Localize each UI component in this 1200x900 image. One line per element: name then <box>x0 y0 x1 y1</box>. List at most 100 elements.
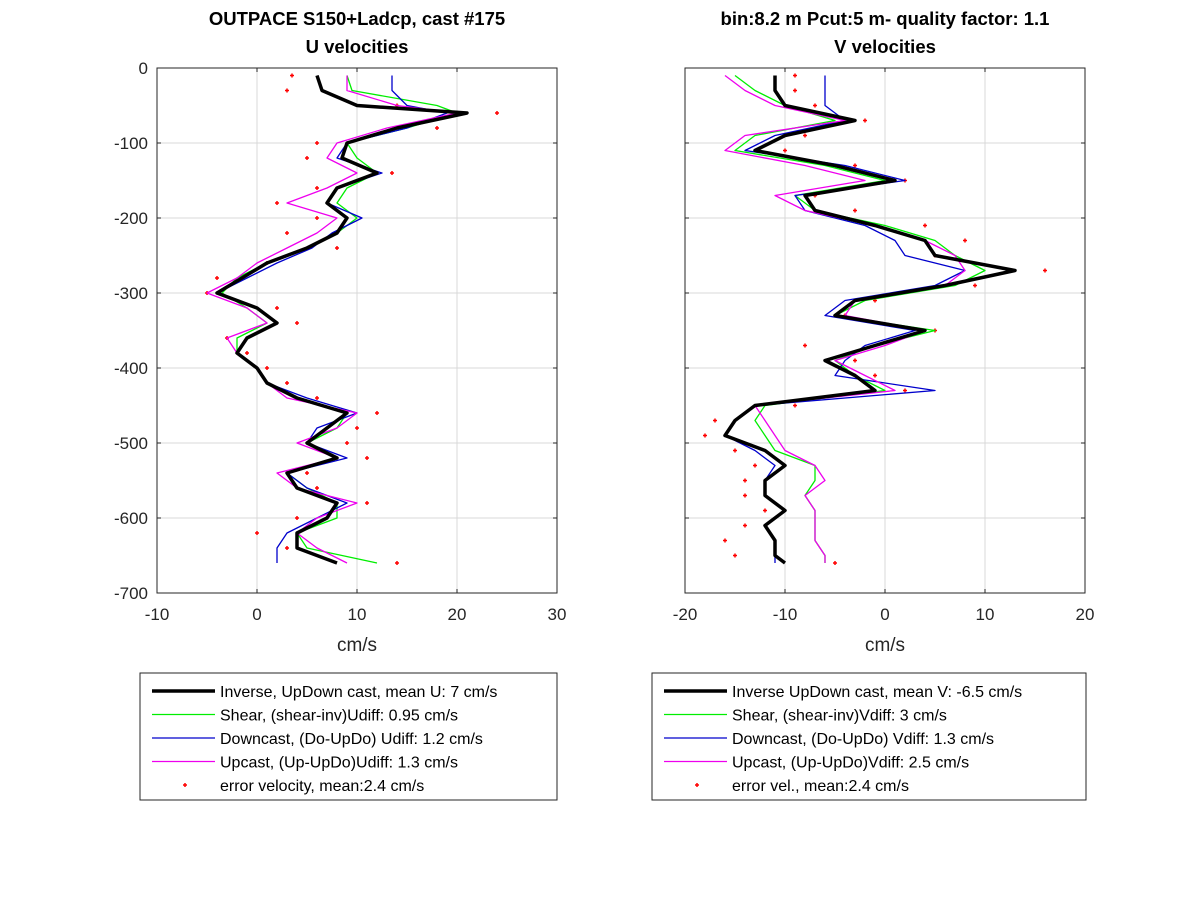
v-error-marker <box>793 88 797 93</box>
u-panel-title: OUTPACE S150+Ladcp, cast #175 <box>209 8 505 29</box>
v-error-marker <box>813 103 817 108</box>
v-error-marker <box>873 373 877 378</box>
v-legend-label: Inverse UpDown cast, mean V: -6.5 cm/s <box>732 684 1022 701</box>
u-error-marker <box>375 411 379 415</box>
v-x-tick-label: -10 <box>773 605 798 624</box>
u-y-tick-label: -300 <box>114 284 148 303</box>
u-legend-label: error velocity, mean:2.4 cm/s <box>220 778 424 795</box>
v-error-marker <box>743 493 747 498</box>
v-plot-area <box>703 73 1047 565</box>
u-error-marker <box>285 88 289 93</box>
u-error-marker <box>355 426 359 430</box>
u-y-tick-label: -600 <box>114 509 148 528</box>
v-error-marker <box>853 358 857 363</box>
u-x-tick-label: 0 <box>252 605 261 624</box>
v-x-tick-label: 0 <box>880 605 889 624</box>
u-error-marker <box>395 561 399 565</box>
u-error-marker <box>315 216 319 220</box>
u-error-marker <box>495 111 499 115</box>
u-error-marker <box>315 186 319 190</box>
v-legend-label: error vel., mean:2.4 cm/s <box>732 778 909 795</box>
u-y-tick-label: -100 <box>114 134 148 153</box>
v-error-marker <box>793 403 797 408</box>
u-error-marker <box>435 126 439 130</box>
v-legend: Inverse UpDown cast, mean V: -6.5 cm/s Sh… <box>651 672 1087 801</box>
v-error-marker <box>753 463 757 468</box>
u-panel-subtitle: U velocities <box>306 36 409 57</box>
u-plot-area <box>205 73 499 565</box>
u-x-tick-label: 10 <box>348 605 367 624</box>
u-legend: Inverse, UpDown cast, mean U: 7 cm/s Shea… <box>139 672 558 801</box>
u-x-axis-label: cm/s <box>337 635 377 656</box>
u-error-marker <box>305 156 309 160</box>
u-error-marker <box>365 501 369 505</box>
u-error-marker <box>295 516 299 520</box>
v-x-tick-label: 10 <box>976 605 995 624</box>
u-legend-label: Upcast, (Up-UpDo)Udiff: 1.3 cm/s <box>220 755 458 772</box>
v-error-marker <box>743 523 747 528</box>
u-legend-label: Shear, (shear-inv)Udiff: 0.95 cm/s <box>220 708 458 725</box>
v-legend-label: Downcast, (Do-UpDo) Vdiff: 1.3 cm/s <box>732 731 994 748</box>
v-legend-error-marker <box>695 783 699 787</box>
u-legend-label: Downcast, (Do-UpDo) Udiff: 1.2 cm/s <box>220 731 483 748</box>
v-error-marker <box>723 538 727 543</box>
v-error-marker <box>803 133 807 138</box>
v-x-tick-label: 20 <box>1076 605 1095 624</box>
v-x-tick-label: -20 <box>673 605 698 624</box>
u-y-tick-label: -200 <box>114 209 148 228</box>
u-error-marker <box>215 276 219 280</box>
u-error-marker <box>315 486 319 490</box>
v-panel-subtitle: V velocities <box>834 36 936 57</box>
u-x-tick-label: 20 <box>448 605 467 624</box>
v-error-marker <box>853 163 857 168</box>
v-error-marker <box>733 553 737 558</box>
u-error-marker <box>265 366 269 370</box>
u-error-marker <box>345 441 349 445</box>
v-panel-title: bin:8.2 m Pcut:5 m- quality factor: 1.1 <box>721 8 1050 29</box>
v-error-marker <box>733 448 737 453</box>
u-y-tick-label: -700 <box>114 584 148 603</box>
u-error-marker <box>290 73 294 78</box>
u-error-marker <box>285 231 289 235</box>
v-x-axis-label: cm/s <box>865 635 905 656</box>
u-error-marker <box>275 201 279 205</box>
u-error-marker <box>390 171 394 175</box>
u-y-tick-label: -500 <box>114 434 148 453</box>
u-y-tick-label: 0 <box>139 59 148 78</box>
v-error-marker <box>963 238 967 243</box>
v-error-marker <box>763 508 767 513</box>
v-error-marker <box>973 283 977 288</box>
u-error-marker <box>335 246 339 250</box>
v-x-ticks: -20 -10 0 10 20 <box>673 67 1095 624</box>
u-legend-box <box>139 672 558 801</box>
u-error-marker <box>295 321 299 325</box>
u-x-tick-label: 30 <box>548 605 567 624</box>
u-upcast-series-line <box>206 75 458 564</box>
v-error-marker <box>923 223 927 228</box>
v-error-marker <box>803 343 807 348</box>
v-error-marker <box>903 388 907 393</box>
v-legend-box <box>651 672 1087 801</box>
v-inverse-series-line <box>723 75 1017 565</box>
v-legend-label: Upcast, (Up-UpDo)Vdiff: 2.5 cm/s <box>732 755 969 772</box>
u-legend-error-marker <box>183 783 187 787</box>
u-error-marker <box>245 351 249 355</box>
u-error-marker <box>255 531 259 535</box>
v-error-marker <box>1043 268 1047 273</box>
u-error-marker <box>275 306 279 310</box>
u-x-ticks: -10 0 10 20 30 <box>145 68 567 624</box>
v-velocity-panel: bin:8.2 m Pcut:5 m- quality factor: 1.1 … <box>651 8 1095 801</box>
u-inverse-series-line <box>215 74 469 565</box>
u-y-tick-label: -400 <box>114 359 148 378</box>
u-error-marker <box>315 396 319 400</box>
u-velocity-panel: OUTPACE S150+Ladcp, cast #175 U velociti… <box>114 8 567 801</box>
u-error-marker <box>285 546 289 550</box>
u-y-ticks: 0 -100 -200 -300 -400 -500 -600 -700 <box>114 59 557 603</box>
u-legend-label: Inverse, UpDown cast, mean U: 7 cm/s <box>220 684 497 701</box>
v-error-marker <box>833 561 837 565</box>
u-error-marker <box>285 381 289 385</box>
v-error-marker <box>743 478 747 483</box>
v-error-marker <box>793 73 797 78</box>
v-legend-label: Shear, (shear-inv)Vdiff: 3 cm/s <box>732 708 947 725</box>
